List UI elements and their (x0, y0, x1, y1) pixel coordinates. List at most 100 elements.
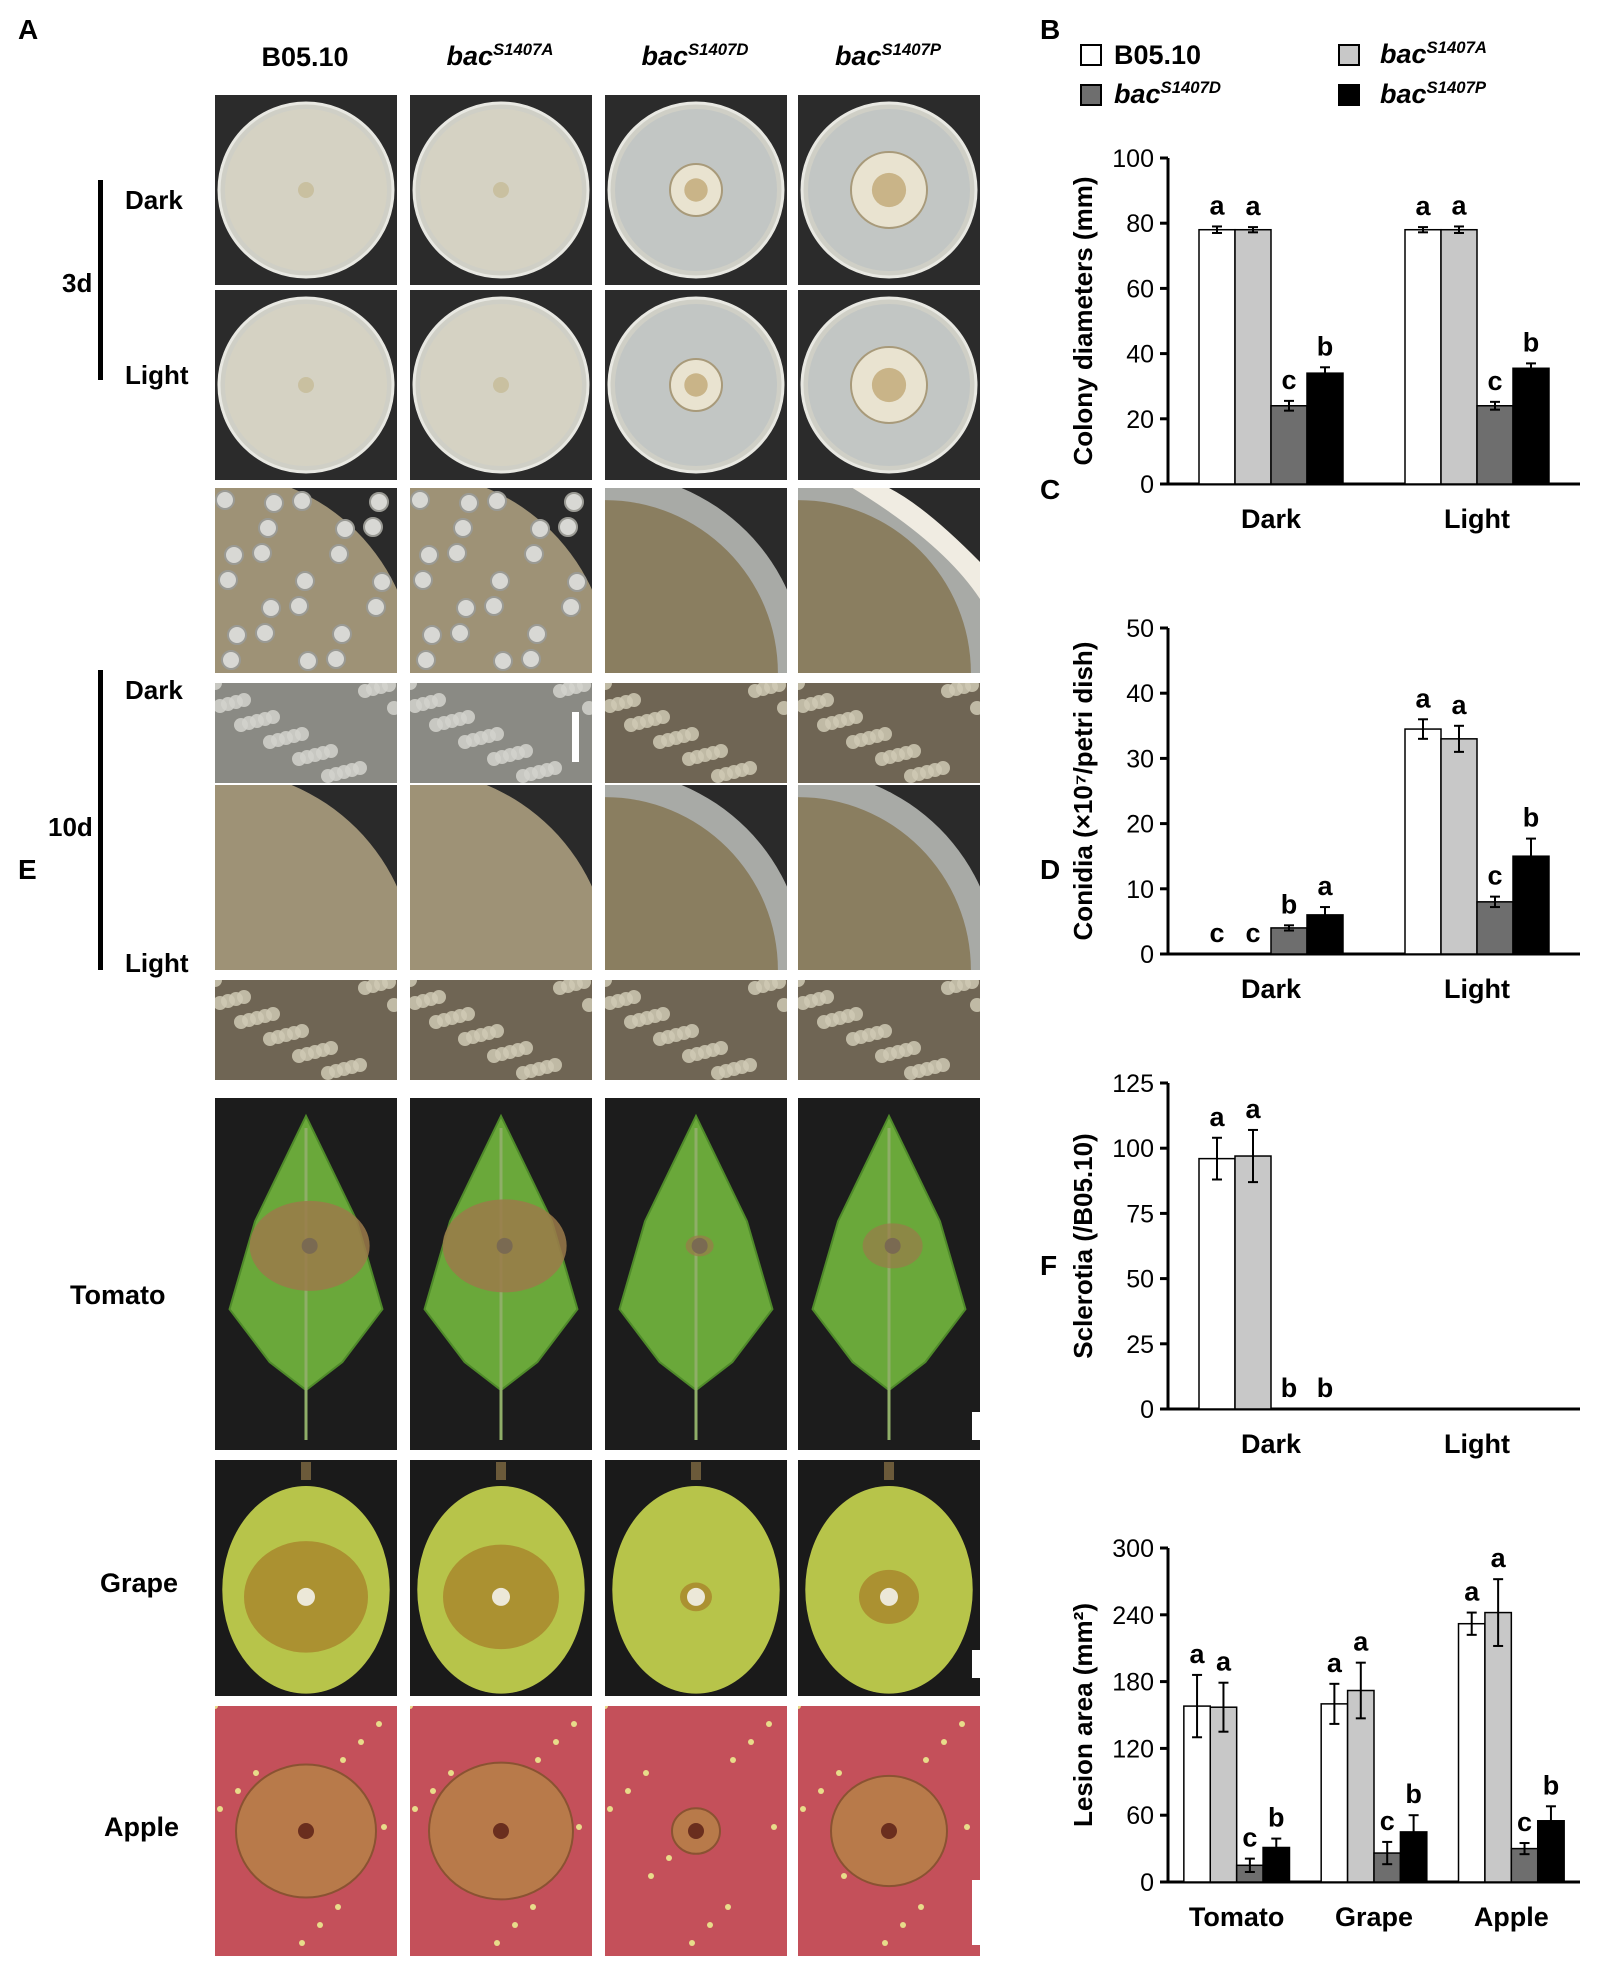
x-category-label: Light (1444, 1429, 1510, 1459)
legend-label-wt: B05.10 (1114, 40, 1202, 70)
column-header-wt: B05.10 (261, 42, 349, 72)
photo-grape-2 (605, 1460, 787, 1696)
legend-label-a: bacS1407A (1380, 38, 1488, 69)
legend-swatch-d (1080, 84, 1102, 106)
bar (1306, 372, 1344, 485)
y-tick-label: 125 (1112, 1070, 1154, 1098)
host-label-tomato: Tomato (70, 1280, 166, 1310)
significance-letter: a (1464, 1577, 1480, 1607)
bar (1440, 738, 1478, 955)
photo-10d-light-zoom-3 (798, 980, 980, 1080)
y-tick-label: 0 (1140, 1869, 1154, 1897)
photo-grape-0 (215, 1460, 397, 1696)
dish-3d-light-0 (215, 290, 397, 480)
bar (1512, 367, 1550, 485)
y-tick-label: 240 (1112, 1602, 1154, 1630)
row-label-10d: 10d (48, 812, 93, 842)
photo-10d-light-edge-1 (410, 785, 592, 970)
significance-letter: c (1242, 1823, 1257, 1853)
x-category-label: Grape (1335, 1902, 1413, 1932)
x-category-label: Dark (1241, 974, 1302, 1004)
photo-10d-dark-edge-2 (605, 488, 787, 673)
legend-label-p: bacS1407P (1380, 78, 1487, 109)
photo-10d-dark-edge-1 (410, 488, 592, 673)
scale-bar (972, 1650, 980, 1678)
significance-letter: c (1517, 1807, 1532, 1837)
photo-10d-light-edge-2 (605, 785, 787, 970)
bar (1476, 901, 1514, 955)
dish-3d-dark-2 (605, 95, 787, 285)
dish-3d-light-2 (605, 290, 787, 480)
y-tick-label: 100 (1112, 1135, 1154, 1163)
significance-letter: a (1317, 871, 1333, 901)
y-tick-label: 60 (1126, 275, 1154, 303)
significance-letter: a (1190, 1639, 1206, 1669)
y-tick-label: 50 (1126, 1266, 1154, 1294)
bar (1198, 228, 1236, 485)
panel-letter-b: B (1040, 14, 1061, 45)
significance-letter: b (1317, 331, 1334, 361)
y-tick-label: 0 (1140, 941, 1154, 969)
column-header-a: bacS1407A (446, 40, 554, 71)
host-label-apple: Apple (104, 1812, 180, 1842)
x-category-label: Dark (1241, 1429, 1302, 1459)
legend-swatch-p (1338, 84, 1360, 106)
y-axis-label: Colony diameters (mm) (1068, 177, 1098, 466)
significance-letter: b (1281, 1373, 1298, 1403)
significance-letter: a (1491, 1543, 1507, 1573)
column-header-d: bacS1407D (641, 40, 749, 71)
x-category-label: Apple (1474, 1902, 1549, 1932)
x-category-label: Tomato (1189, 1902, 1285, 1932)
bar (1476, 405, 1514, 485)
photo-tomato-3 (798, 1098, 980, 1450)
photo-10d-dark-edge-3 (798, 488, 980, 673)
y-tick-label: 300 (1112, 1535, 1154, 1563)
panel-letter-f: F (1040, 1250, 1058, 1281)
photo-grape-1 (410, 1460, 592, 1696)
chart-sclerotia: Sclerotia (/B05.10) 0 25 50 75 100 125 a a b b Dark… (1068, 1070, 1580, 1459)
scale-bar (985, 712, 992, 762)
dish-3d-dark-0 (215, 95, 397, 285)
bar (1234, 228, 1272, 485)
significance-letter: a (1209, 190, 1225, 220)
panel-letter-a: A (18, 14, 39, 45)
significance-letter: c (1487, 861, 1502, 891)
x-category-label: Light (1444, 504, 1510, 534)
significance-letter: b (1405, 1779, 1422, 1809)
y-tick-label: 60 (1126, 1802, 1154, 1830)
scale-bar (972, 1412, 980, 1440)
y-tick-label: 180 (1112, 1669, 1154, 1697)
photo-10d-dark-zoom-0 (215, 683, 397, 783)
significance-letter: a (1353, 1627, 1369, 1657)
significance-letter: b (1268, 1803, 1285, 1833)
column-header-p: bacS1407P (834, 40, 942, 71)
y-tick-label: 0 (1140, 1396, 1154, 1424)
photo-10d-light-zoom-2 (605, 980, 787, 1080)
legend-swatch-a (1338, 44, 1360, 66)
dish-3d-light-1 (410, 290, 592, 480)
y-tick-label: 20 (1126, 406, 1154, 434)
dish-3d-light-3 (798, 290, 980, 480)
x-category-label: Dark (1241, 504, 1302, 534)
dish-3d-dark-3 (798, 95, 980, 285)
bar (1209, 1706, 1238, 1883)
y-axis-label: Sclerotia (/B05.10) (1068, 1133, 1098, 1358)
row-label-3d-dark: Dark (125, 185, 183, 215)
legend-swatch-wt (1080, 44, 1102, 66)
legend: B05.10 bacS1407A bacS1407D bacS1407P (1080, 38, 1580, 120)
y-tick-label: 20 (1126, 811, 1154, 839)
y-axis-label: Lesion area (mm²) (1068, 1603, 1098, 1827)
y-tick-label: 75 (1126, 1200, 1154, 1228)
significance-letter: b (1543, 1770, 1560, 1800)
significance-letter: a (1245, 191, 1261, 221)
significance-letter: a (1216, 1647, 1232, 1677)
photo-10d-dark-zoom-3 (798, 683, 980, 783)
photo-apple-3 (798, 1706, 980, 1956)
dish-3d-dark-1 (410, 95, 592, 285)
photo-10d-light-edge-3 (798, 785, 980, 970)
significance-letter: a (1451, 690, 1467, 720)
significance-letter: c (1281, 365, 1296, 395)
